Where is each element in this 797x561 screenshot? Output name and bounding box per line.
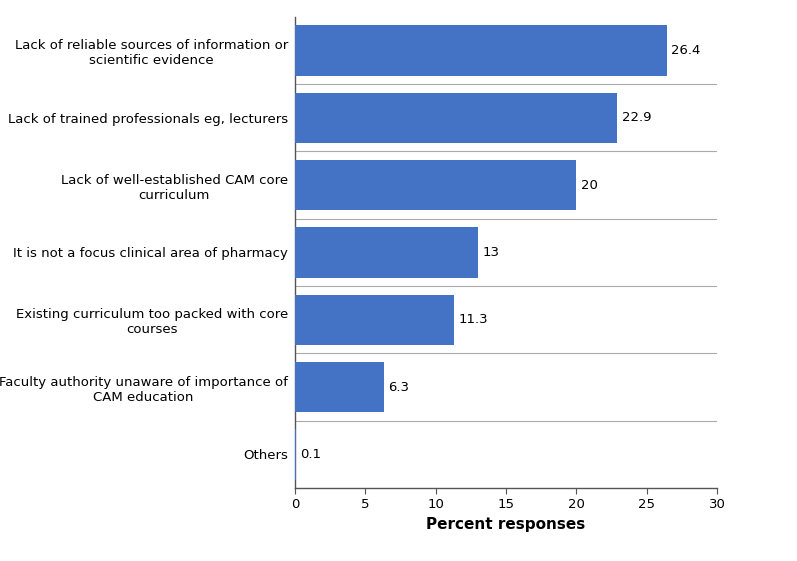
Text: 6.3: 6.3 bbox=[388, 380, 409, 394]
X-axis label: Percent responses: Percent responses bbox=[426, 517, 586, 532]
Bar bbox=[295, 93, 618, 143]
Bar bbox=[295, 227, 478, 278]
Bar bbox=[295, 25, 666, 76]
Text: 13: 13 bbox=[482, 246, 499, 259]
Bar bbox=[295, 429, 296, 480]
Text: 20: 20 bbox=[581, 178, 598, 192]
Text: 11.3: 11.3 bbox=[458, 313, 488, 327]
Bar bbox=[295, 362, 383, 412]
Text: 0.1: 0.1 bbox=[300, 448, 321, 461]
Bar bbox=[295, 295, 454, 345]
Bar bbox=[295, 160, 576, 210]
Text: 26.4: 26.4 bbox=[671, 44, 701, 57]
Text: 22.9: 22.9 bbox=[622, 111, 651, 125]
